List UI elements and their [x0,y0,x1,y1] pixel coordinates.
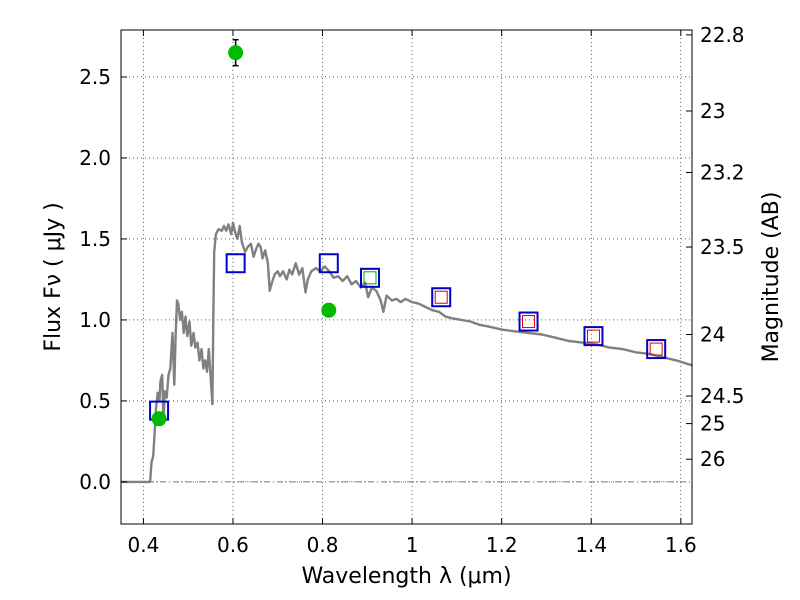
y-tick-label: 1.5 [79,227,111,251]
model-photometry-layer [149,253,667,421]
detection-point [321,302,337,318]
model-sed-layer [121,221,693,484]
observed-photometry-marker [586,329,600,343]
y-axis-label: Flux Fν ( μJy ) [41,202,66,351]
observed-photometry-marker [363,271,377,285]
y2-tick-label: 22.8 [700,23,745,47]
observed-photometry-marker [434,290,448,304]
x-axis-label: Wavelength λ (μm) [301,564,511,589]
model-photometry-marker [583,326,604,347]
y2-tick-label: 23.5 [700,235,745,259]
y-tick-label: 0.0 [79,470,111,494]
y2-axis-label: Magnitude (AB) [759,192,784,363]
y-tick-label: 0.5 [79,389,111,413]
model-sed-line [121,221,693,484]
y-tick-label: 2.5 [79,65,111,89]
model-photometry-marker [225,253,246,274]
model-photometry-marker [360,267,381,288]
y2-tick-label: 24 [700,322,725,346]
x-tick-label: 0.6 [217,533,249,557]
y-tick-label: 2.0 [79,146,111,170]
y2-tick-label: 23 [700,99,725,123]
x-tick-label: 1.6 [665,533,697,557]
y-tick-label: 1.0 [79,308,111,332]
detection-point [151,411,167,427]
detection-point [228,45,244,61]
y2-tick-label: 24.5 [700,384,745,408]
x-tick-label: 1.4 [575,533,607,557]
x-tick-label: 1 [406,533,419,557]
ticks: 0.4 0.6 0.8 1 1.2 1.4 1.6 0.0 0.5 1.0 1.5 2.0 2.5 22.… [79,23,744,557]
model-photometry-marker [318,253,339,274]
observed-photometry-marker [522,315,536,329]
x-tick-label: 1.2 [486,533,518,557]
y2-tick-label: 26 [700,447,725,471]
plot-frame [120,29,693,525]
x-tick-label: 0.8 [307,533,339,557]
detections-layer [151,38,337,427]
x-tick-label: 0.4 [127,533,159,557]
y2-tick-label: 25 [700,412,725,436]
observed-photometry-marker [649,342,663,356]
grid [121,30,692,524]
model-photometry-marker [518,311,539,332]
model-photometry-marker [431,287,452,308]
y2-tick-label: 23.2 [700,161,745,185]
model-photometry-marker [646,339,667,360]
